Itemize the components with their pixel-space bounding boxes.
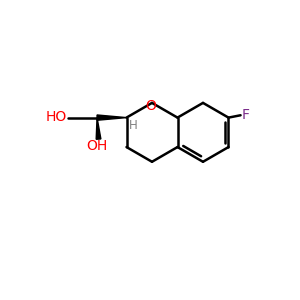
Text: OH: OH [86,139,108,153]
Text: O: O [145,99,156,113]
Polygon shape [96,118,101,139]
Text: HO: HO [46,110,67,124]
Polygon shape [97,115,127,120]
Text: H: H [129,119,137,132]
Text: F: F [242,108,250,122]
